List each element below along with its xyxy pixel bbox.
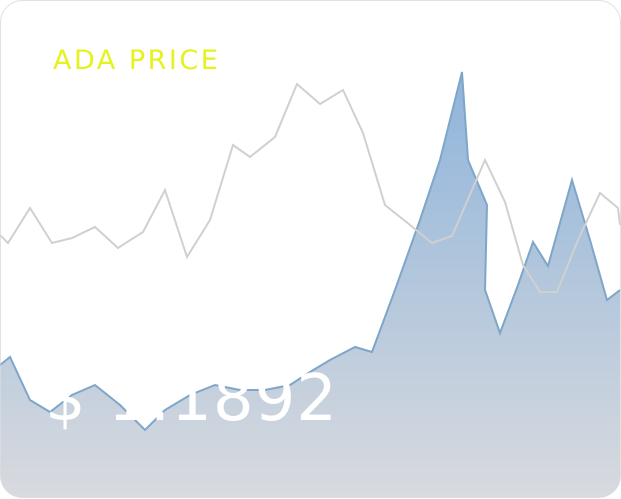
- chart-title: ADA PRICE: [53, 45, 220, 76]
- price-value: $ 1.1892: [45, 362, 338, 436]
- plot: [0, 71, 621, 498]
- area-fill: [0, 72, 620, 498]
- price-line: [0, 82, 621, 293]
- area-line: [0, 71, 621, 432]
